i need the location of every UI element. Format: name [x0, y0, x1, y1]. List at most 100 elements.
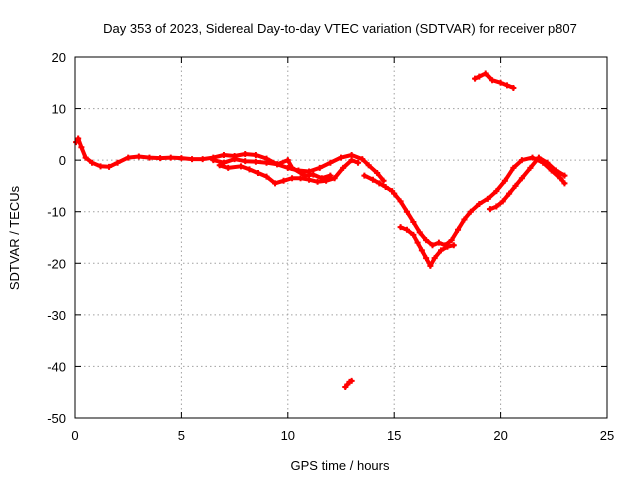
data-point	[467, 208, 474, 215]
plot-frame	[74, 56, 608, 419]
data-point	[78, 144, 85, 151]
data-point	[489, 77, 496, 84]
data-point	[82, 154, 89, 161]
data-point	[438, 247, 445, 254]
series-main-trace-b	[216, 157, 362, 187]
data-point	[237, 163, 244, 170]
data-point	[561, 180, 568, 187]
data-point	[280, 177, 287, 184]
data-point	[167, 154, 174, 161]
y-tick-label: 0	[59, 153, 66, 168]
chart-title: Day 353 of 2023, Sidereal Day-to-day VTE…	[103, 21, 577, 36]
data-point	[75, 135, 82, 142]
data-point	[369, 176, 376, 183]
data-point	[316, 164, 323, 171]
data-point	[327, 159, 334, 166]
data-point	[518, 175, 525, 182]
data-point	[242, 150, 249, 157]
data-point	[361, 172, 368, 179]
data-point	[318, 175, 325, 182]
data-point	[327, 172, 334, 179]
data-point	[114, 159, 121, 166]
data-point	[461, 216, 468, 223]
y-tick-label: -10	[47, 205, 66, 220]
data-point	[89, 159, 96, 166]
data-point	[410, 231, 417, 238]
data-point	[97, 163, 104, 170]
data-point	[189, 156, 196, 163]
series-low-outlier	[342, 377, 355, 391]
series-dip-trace	[391, 154, 568, 249]
data-point	[397, 198, 404, 205]
data-point	[255, 170, 262, 177]
data-point	[482, 70, 489, 77]
data-point	[512, 182, 519, 189]
y-tick-label: 20	[52, 50, 66, 65]
data-point	[484, 195, 491, 202]
data-point	[382, 183, 389, 190]
data-point	[403, 226, 410, 233]
data-point	[252, 151, 259, 158]
data-point	[242, 158, 249, 165]
data-point	[306, 176, 313, 183]
x-axis-label: GPS time / hours	[291, 458, 390, 473]
data-point	[527, 164, 534, 171]
data-point	[199, 156, 206, 163]
x-tick-label: 10	[281, 428, 295, 443]
data-point	[476, 200, 483, 207]
data-point	[493, 203, 500, 210]
data-point	[493, 188, 500, 195]
series-main-trace-c	[210, 156, 334, 182]
data-point	[73, 139, 80, 146]
data-point	[391, 190, 398, 197]
data-point	[448, 237, 455, 244]
data-point	[272, 180, 279, 187]
data-point	[403, 208, 410, 215]
grid	[75, 57, 607, 418]
data-point	[476, 73, 483, 80]
data-point	[220, 151, 227, 158]
data-point	[348, 377, 355, 384]
data-point	[429, 242, 436, 249]
data-point	[314, 178, 321, 185]
x-tick-label: 20	[493, 428, 507, 443]
data-point	[310, 171, 317, 178]
data-point	[414, 239, 421, 246]
data-point	[331, 175, 338, 182]
x-tick-label: 15	[387, 428, 401, 443]
data-point	[544, 159, 551, 166]
data-point	[297, 175, 304, 182]
data-point	[431, 255, 438, 262]
data-point	[365, 162, 372, 169]
data-point	[106, 163, 113, 170]
data-point	[506, 190, 513, 197]
x-tick-label: 25	[600, 428, 614, 443]
data-point	[557, 175, 564, 182]
data-point	[178, 155, 185, 162]
data-point	[157, 155, 164, 162]
series-main-trace-d	[361, 172, 396, 195]
data-point	[380, 177, 387, 184]
data-point	[423, 237, 430, 244]
data-point	[263, 159, 270, 166]
data-point	[135, 153, 142, 160]
y-axis-label: SDTVAR / TECUs	[7, 185, 22, 290]
series-main-trace-a	[73, 135, 387, 184]
axis-ticks: 0 5 10 15 20 25 -50 -40 -30 -20 -10 0 10 20	[47, 50, 614, 443]
data-point	[340, 164, 347, 171]
data-point	[518, 157, 525, 164]
data-point	[444, 243, 451, 250]
data-point	[225, 164, 232, 171]
series-trace	[74, 136, 386, 183]
data-point	[416, 229, 423, 236]
data-point	[146, 154, 153, 161]
data-point	[497, 79, 504, 86]
data-point	[499, 198, 506, 205]
data-point	[552, 167, 559, 174]
series-dip-trace-lower	[397, 224, 457, 269]
x-tick-label: 5	[178, 428, 185, 443]
data-point	[435, 239, 442, 246]
data-point	[125, 154, 132, 161]
data-point	[450, 242, 457, 249]
